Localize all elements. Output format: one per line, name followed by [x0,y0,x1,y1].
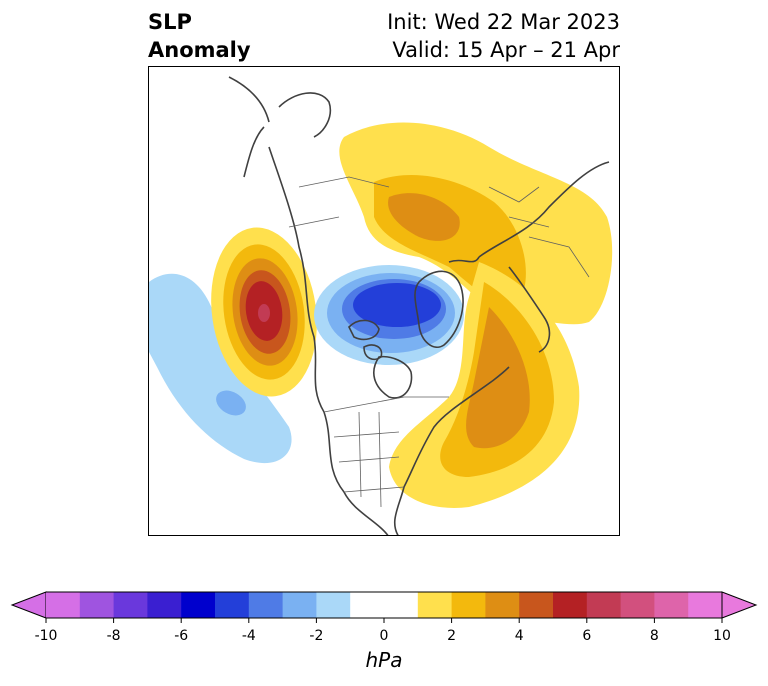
colorbar-tick-label: 8 [649,628,659,644]
map-panel [148,66,620,536]
colorbar-svg [10,591,758,623]
colorbar-tick-label: -8 [106,628,121,644]
date-info: Init: Wed 22 Mar 2023 Valid: 15 Apr – 21… [387,8,620,64]
colorbar-bin [553,592,588,618]
colorbar-bin [519,592,554,618]
valid-range: Valid: 15 Apr – 21 Apr [392,38,620,62]
colorbar-unit-label: hPa [365,648,403,672]
colorbar-bin [586,592,622,618]
map-title: SLP Anomaly [148,8,251,64]
title-line-2: Anomaly [148,38,251,62]
colorbar-bin [451,592,486,618]
colorbar [0,585,768,625]
colorbar-tick-label: 2 [447,628,457,644]
colorbar-bin [654,592,689,618]
colorbar-bin [79,592,115,618]
colorbar-bin [417,592,453,618]
arctic-low-anomaly [314,265,464,365]
colorbar-bin [147,592,182,618]
colorbar-bin [384,592,419,618]
colorbar-bin [46,592,81,618]
alaska-high-anomaly [211,227,317,397]
colorbar-bin [316,592,351,618]
colorbar-bin [215,592,250,618]
colorbar-bin [688,592,723,618]
pacific-low-anomaly [149,273,292,464]
atlantic-high-anomaly [389,262,580,508]
colorbar-tick-label: -4 [241,628,256,644]
colorbar-tick-label: 6 [582,628,592,644]
colorbar-bin [282,592,317,618]
colorbar-tick-label: -2 [309,628,324,644]
colorbar-bin [113,592,148,618]
colorbar-tick-label: 0 [379,628,389,644]
title-line-1: SLP [148,10,192,34]
colorbar-bin [248,592,284,618]
colorbar-under-arrow [10,591,47,619]
colorbar-bin [181,592,216,618]
map-canvas [149,76,613,535]
colorbar-bin [350,592,385,618]
colorbar-bin [485,592,520,618]
init-date: Init: Wed 22 Mar 2023 [387,10,620,34]
colorbar-bin [620,592,655,618]
political-borders [288,176,590,508]
colorbar-over-arrow [721,591,758,619]
colorbar-tick-label: 10 [713,628,731,644]
colorbar-tick-label: 4 [514,628,524,644]
colorbar-tick-label: -6 [174,628,189,644]
colorbar-tick-label: -10 [34,628,58,644]
